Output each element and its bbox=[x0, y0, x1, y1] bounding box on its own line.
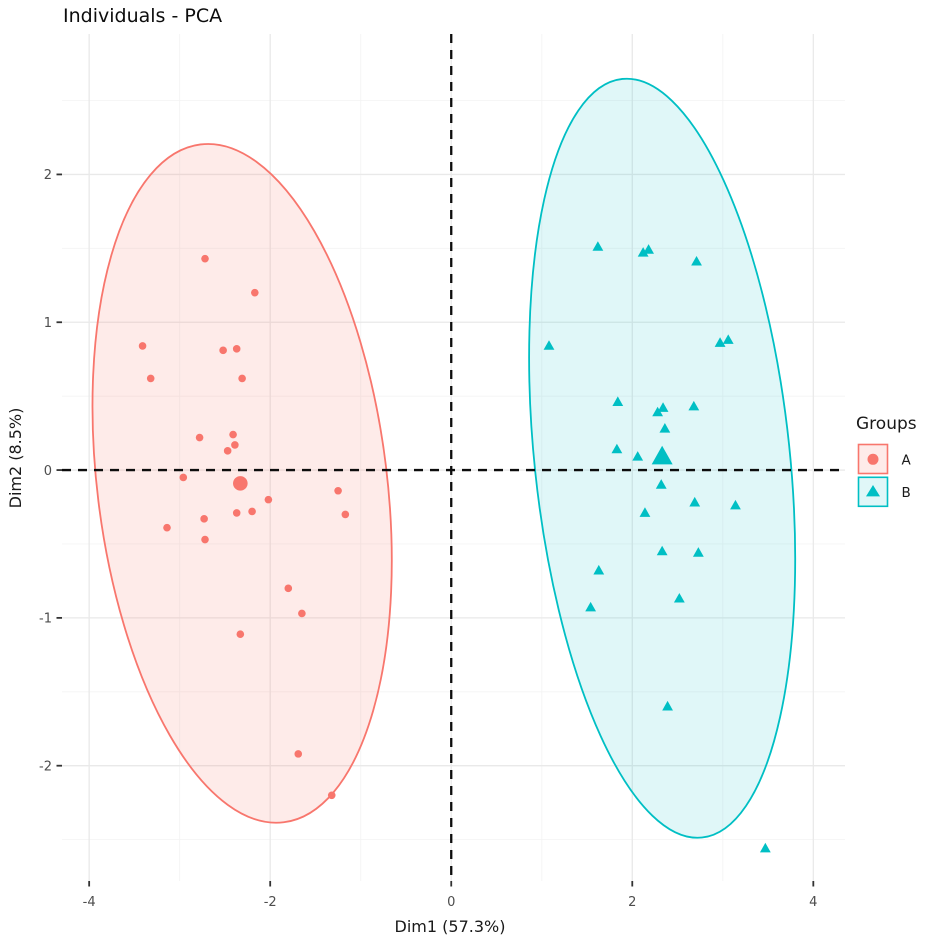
data-point-b bbox=[585, 601, 597, 612]
data-point-b bbox=[611, 443, 623, 454]
y-tick-label: 2 bbox=[44, 168, 52, 183]
data-point-b bbox=[643, 244, 654, 254]
data-point-b bbox=[692, 547, 704, 557]
data-point-a bbox=[200, 515, 208, 523]
data-point-b bbox=[637, 247, 649, 257]
data-point-b bbox=[659, 423, 671, 433]
axes: -4 -2 0 2 4 -2 -1 0 1 2 bbox=[39, 168, 817, 910]
y-tick-label: -1 bbox=[39, 612, 52, 627]
data-point-a bbox=[294, 750, 303, 758]
data-point-b bbox=[639, 507, 651, 517]
data-point-b bbox=[612, 396, 624, 406]
data-point-a bbox=[138, 342, 147, 350]
data-point-a bbox=[163, 523, 171, 532]
data-point-a bbox=[146, 374, 155, 383]
data-point-a bbox=[195, 433, 204, 442]
reference-lines bbox=[62, 34, 845, 881]
legend-title: Groups bbox=[856, 414, 917, 434]
data-point-a bbox=[284, 584, 293, 593]
data-point-b bbox=[759, 842, 771, 853]
plot-title: Individuals - PCA bbox=[63, 5, 222, 27]
data-point-b bbox=[656, 545, 668, 556]
data-point-a bbox=[248, 507, 256, 516]
data-point-a bbox=[219, 346, 227, 355]
data-point-b bbox=[730, 499, 741, 510]
data-point-a bbox=[298, 609, 306, 618]
y-axis-title: Dim2 (8.5%) bbox=[6, 408, 25, 509]
data-point-a bbox=[179, 473, 188, 482]
x-tick-label: 2 bbox=[628, 895, 636, 910]
confidence-ellipses bbox=[91, 77, 797, 839]
data-point-b bbox=[632, 451, 644, 461]
centroid-a bbox=[233, 476, 248, 491]
data-point-b bbox=[673, 592, 685, 603]
data-point-a bbox=[327, 791, 336, 800]
y-tick-label: -2 bbox=[39, 759, 52, 774]
x-tick-label: 4 bbox=[809, 895, 817, 910]
data-point-b bbox=[691, 255, 702, 266]
y-tick-label: 0 bbox=[44, 464, 52, 479]
data-point-b bbox=[688, 400, 700, 411]
data-point-b bbox=[593, 564, 605, 575]
data-point-a bbox=[334, 486, 342, 495]
data-point-b bbox=[655, 479, 667, 489]
data-point-b bbox=[543, 340, 555, 350]
data-point-a bbox=[223, 447, 232, 455]
data-point-a bbox=[201, 254, 209, 263]
x-tick-label: 0 bbox=[447, 895, 455, 910]
data-point-a bbox=[251, 288, 259, 297]
data-point-a bbox=[264, 495, 273, 504]
data-point-b bbox=[722, 334, 734, 344]
data-point-b bbox=[652, 406, 664, 417]
data-point-b bbox=[592, 241, 604, 251]
data-point-a bbox=[201, 535, 209, 544]
data-point-a bbox=[236, 630, 245, 638]
data-point-a bbox=[231, 441, 239, 449]
data-point-b bbox=[714, 337, 726, 347]
x-tick-label: -4 bbox=[83, 895, 96, 910]
x-axis-title: Dim1 (57.3%) bbox=[395, 917, 506, 936]
y-tick-label: 1 bbox=[44, 316, 52, 331]
data-point-b bbox=[662, 700, 673, 711]
data-point-a bbox=[232, 345, 241, 353]
data-point-a bbox=[232, 509, 241, 517]
x-tick-label: -2 bbox=[264, 895, 277, 910]
legend-label-a: A bbox=[902, 453, 912, 469]
legend-label-b: B bbox=[902, 485, 911, 501]
data-point-a bbox=[229, 430, 237, 439]
legend: Groups A B bbox=[856, 414, 917, 508]
circle-marker-icon bbox=[867, 453, 879, 465]
data-points bbox=[138, 241, 771, 853]
data-point-a bbox=[238, 374, 246, 383]
data-point-a bbox=[341, 510, 350, 519]
centroid-b bbox=[651, 445, 673, 465]
triangle-marker-icon bbox=[866, 485, 880, 497]
data-point-b bbox=[689, 496, 701, 507]
data-point-b bbox=[657, 402, 669, 412]
